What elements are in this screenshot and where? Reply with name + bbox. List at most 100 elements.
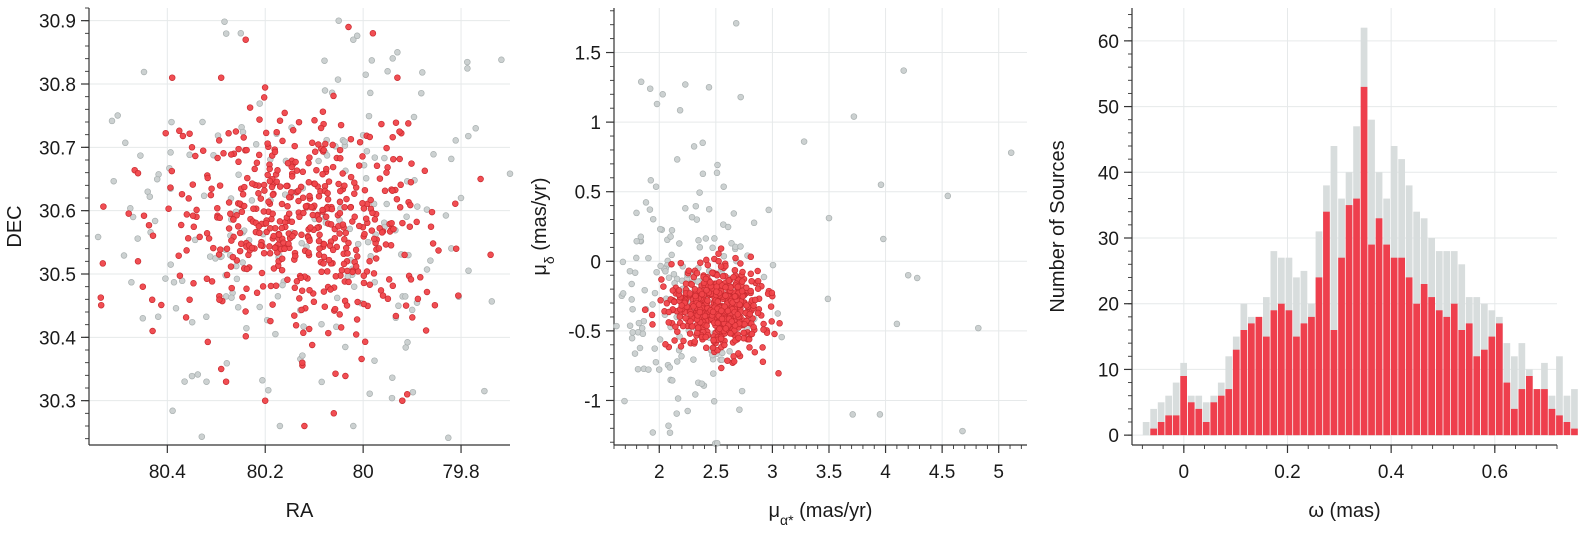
field-point — [181, 378, 188, 385]
member-point — [262, 129, 270, 137]
member-point — [405, 120, 412, 127]
field-point — [652, 183, 660, 190]
member-point — [285, 240, 292, 248]
field-point — [959, 427, 966, 435]
member-point — [695, 301, 703, 308]
member-point — [718, 307, 725, 315]
member-bar — [1488, 336, 1496, 436]
minor-ticks — [610, 10, 1022, 449]
member-point — [641, 306, 649, 314]
member-point — [134, 258, 142, 265]
field-point — [414, 203, 421, 210]
member-point — [248, 180, 256, 187]
member-point — [366, 281, 374, 288]
field-point — [649, 429, 657, 436]
field-point — [430, 151, 437, 158]
member-point — [455, 292, 462, 299]
field-point — [167, 149, 174, 156]
member-point — [329, 246, 337, 254]
field-point — [765, 206, 772, 214]
member-point — [750, 323, 757, 331]
field-point — [732, 20, 740, 27]
member-point — [340, 260, 348, 268]
member-point — [288, 218, 296, 226]
member-point — [148, 296, 156, 304]
member-point — [427, 223, 435, 230]
field-point — [335, 17, 342, 24]
field-point — [129, 213, 137, 221]
member-point — [337, 187, 344, 195]
field-point — [669, 377, 676, 384]
field-point — [633, 237, 640, 245]
field-point — [718, 356, 726, 364]
member-point — [382, 241, 390, 248]
member-point — [204, 338, 212, 346]
all-sources-bar — [1556, 356, 1563, 436]
member-point — [717, 245, 725, 252]
member-bar — [1248, 323, 1255, 436]
field-point — [750, 219, 758, 227]
member-point — [324, 189, 331, 197]
field-point — [418, 89, 425, 97]
member-point — [748, 277, 755, 285]
field-point — [628, 280, 635, 288]
field-point — [384, 68, 391, 75]
member-point — [354, 253, 361, 260]
member-point — [754, 285, 762, 292]
member-point — [266, 243, 273, 250]
member-point — [722, 284, 729, 291]
y-axis-label: μδ (mas/yr) — [529, 177, 557, 275]
member-point — [662, 341, 669, 348]
field-point — [222, 30, 230, 37]
field-point — [259, 377, 266, 384]
member-point — [336, 230, 343, 237]
field-point — [633, 209, 640, 217]
field-point — [442, 212, 450, 219]
field-point — [724, 223, 732, 231]
field-point — [464, 65, 471, 72]
member-point — [315, 216, 323, 223]
member-point — [276, 117, 284, 124]
member-point — [751, 348, 759, 356]
member-bar — [1360, 86, 1368, 436]
field-point — [849, 411, 856, 418]
grid — [614, 8, 1027, 445]
member-point — [718, 315, 726, 323]
member-point — [309, 211, 317, 219]
member-point — [349, 268, 356, 276]
member-point — [352, 246, 360, 254]
member-point — [273, 128, 280, 136]
member-point — [743, 284, 750, 292]
member-point — [251, 165, 258, 173]
member-bar — [1398, 257, 1405, 436]
field-point — [726, 348, 733, 355]
member-point — [376, 175, 384, 182]
points — [613, 20, 1015, 447]
field-point — [168, 118, 175, 126]
field-point — [655, 366, 663, 373]
member-point — [691, 338, 699, 345]
member-point — [342, 372, 349, 380]
member-point — [291, 312, 298, 319]
member-bar — [1338, 257, 1345, 436]
member-point — [229, 253, 237, 261]
field-point — [276, 422, 284, 430]
field-point — [402, 293, 409, 300]
member-point — [306, 286, 313, 294]
member-point — [271, 244, 279, 252]
member-point — [311, 117, 318, 124]
member-point — [687, 311, 694, 318]
y-tick-label: 30.5 — [39, 265, 76, 286]
field-point — [730, 210, 738, 217]
x-tick-label: 4 — [880, 462, 891, 483]
member-point — [353, 316, 361, 323]
member-point — [339, 170, 346, 177]
field-point — [299, 352, 306, 359]
member-point — [242, 333, 250, 340]
member-point — [690, 303, 697, 310]
field-point — [427, 257, 434, 264]
field-point — [696, 244, 704, 251]
member-bar — [1270, 310, 1278, 436]
member-point — [275, 231, 283, 238]
member-point — [184, 235, 192, 242]
